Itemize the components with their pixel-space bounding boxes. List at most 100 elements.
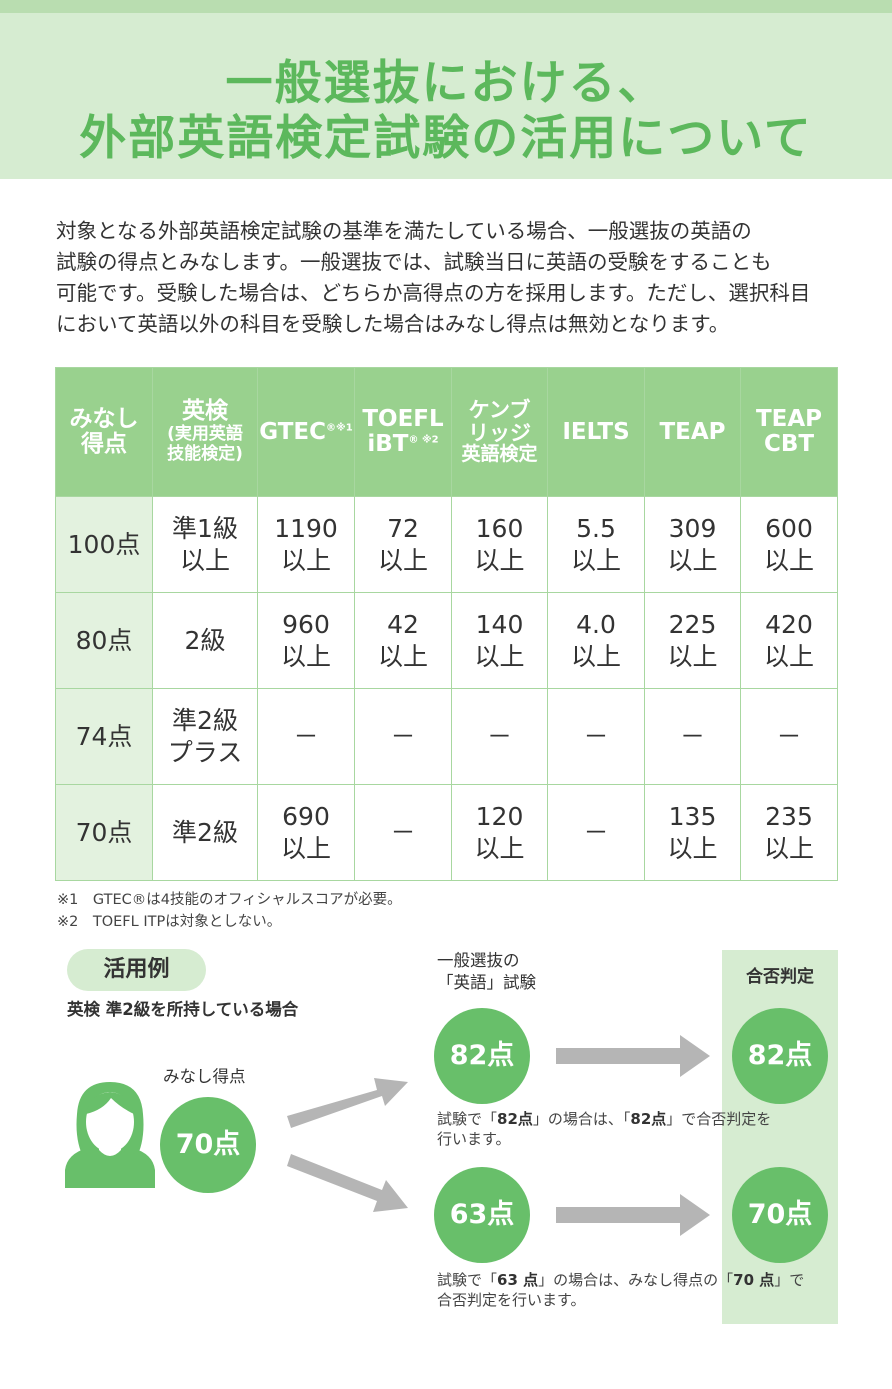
cell-text: 準2級 bbox=[172, 817, 238, 847]
cell-text: － bbox=[390, 721, 416, 751]
example-badge: 活用例 bbox=[67, 949, 206, 991]
score-cell: 70点 bbox=[55, 784, 153, 881]
cell-text: 5.5 bbox=[576, 514, 616, 544]
intro-line: 試験の得点とみなします。一般選抜では、試験当日に英語の受験をすることも bbox=[56, 250, 772, 274]
cell-text: 以上 bbox=[667, 641, 718, 671]
cell-text: 以上 bbox=[763, 833, 814, 863]
teap-cell: － bbox=[644, 688, 741, 785]
cell-text: 42 bbox=[387, 610, 419, 640]
cambridge-cell: － bbox=[451, 688, 548, 785]
header-ielts: IELTS bbox=[547, 367, 645, 497]
cell-text: 4.0 bbox=[576, 610, 616, 640]
exam-score-circle-2: 63点 bbox=[434, 1167, 530, 1263]
table-row: 100点 準1級 以上 1190 以上 72 以上 160 以上 5.5 以上 309 以上 600 以上 bbox=[55, 496, 838, 593]
footnote-2: ※2 TOEFL ITPは対象としない。 bbox=[57, 914, 282, 930]
cell-text: 160 bbox=[475, 514, 524, 544]
cell-text: 309 bbox=[668, 514, 717, 544]
gtec-cell: － bbox=[257, 688, 355, 785]
cell-text: 225 bbox=[668, 610, 717, 640]
cell-text: 120 bbox=[475, 802, 524, 832]
cambridge-cell: 160 以上 bbox=[451, 496, 548, 593]
cell-text: － bbox=[679, 721, 705, 751]
teap-cell: 135 以上 bbox=[644, 784, 741, 881]
cell-text: 135 bbox=[668, 802, 717, 832]
cell-text: 以上 bbox=[474, 641, 525, 671]
judgement-label: 合否判定 bbox=[746, 967, 814, 987]
score-cell: 80点 bbox=[55, 592, 153, 689]
cell-text: 72 bbox=[387, 514, 419, 544]
cell-text: 準1級 bbox=[172, 514, 238, 544]
header-score: みなし 得点 bbox=[55, 367, 153, 497]
gtec-cell: 960 以上 bbox=[257, 592, 355, 689]
exam-score-circle-1: 82点 bbox=[434, 1008, 530, 1104]
cell-text: － bbox=[583, 721, 609, 751]
header-gtec: GTEC®※1 bbox=[257, 367, 355, 497]
case1-caption: 試験で「82点」の場合は、「82点」で合否判定を 行います。 bbox=[437, 1110, 772, 1148]
exam-label: 一般選抜の 「英語」試験 bbox=[437, 951, 536, 992]
cell-text: 600 bbox=[765, 514, 813, 544]
cell-text: 140 bbox=[475, 610, 524, 640]
header-teap-cbt: TEAP CBT bbox=[740, 367, 838, 497]
cell-text: － bbox=[293, 721, 319, 751]
ielts-cell: 4.0 以上 bbox=[547, 592, 645, 689]
cell-text: － bbox=[486, 721, 512, 751]
cell-text: － bbox=[583, 817, 609, 847]
arrow-to-63 bbox=[287, 1154, 408, 1212]
teapcbt-cell: － bbox=[740, 688, 838, 785]
cell-text: 以上 bbox=[377, 641, 428, 671]
arrow-63-to-result bbox=[556, 1194, 710, 1236]
table-row: 70点 準2級 690 以上－ 120 以上－ 135 以上 235 以上 bbox=[55, 784, 838, 881]
footnote-1: ※1 GTEC®は4技能のオフィシャルスコアが必要。 bbox=[57, 892, 402, 908]
cell-text: 1190 bbox=[274, 514, 338, 544]
cambridge-cell: 120 以上 bbox=[451, 784, 548, 881]
cell-text: 以上 bbox=[763, 641, 814, 671]
arrow-to-82 bbox=[287, 1078, 408, 1128]
eiken-cell: 2級 bbox=[152, 592, 258, 689]
deemed-score-label: みなし得点 bbox=[163, 1067, 246, 1086]
table-row: 80点 2級 960 以上 42 以上 140 以上 4.0 以上 225 以上 420 以上 bbox=[55, 592, 838, 689]
cell-text: 以上 bbox=[280, 545, 331, 575]
gtec-cell: 1190 以上 bbox=[257, 496, 355, 593]
cell-text: 960 bbox=[282, 610, 330, 640]
eiken-cell: 準2級 bbox=[152, 784, 258, 881]
page-title-line2: 外部英語検定試験の活用について bbox=[79, 111, 813, 166]
cell-text: 235 bbox=[765, 802, 813, 832]
toefl-cell: 42 以上 bbox=[354, 592, 452, 689]
table-header-row: みなし 得点 英検 (実用英語 技能検定) GTEC®※1 TOEFL iBT®… bbox=[55, 367, 838, 497]
header-toefl: TOEFL iBT® ※2 bbox=[354, 367, 452, 497]
cell-text: 420 bbox=[765, 610, 813, 640]
arrow-82-to-result bbox=[556, 1035, 710, 1077]
cell-text: 以上 bbox=[763, 545, 814, 575]
header-cambridge: ケンブ リッジ 英語検定 bbox=[451, 367, 548, 497]
toefl-cell: － bbox=[354, 784, 452, 881]
case2-caption: 試験で「63 点」の場合は、みなし得点の「70 点」で 合否判定を行います。 bbox=[437, 1271, 805, 1309]
top-rule bbox=[0, 0, 892, 13]
cell-text: － bbox=[776, 721, 802, 751]
cell-text: － bbox=[390, 817, 416, 847]
example-description: 英検 準2級を所持している場合 bbox=[67, 1000, 299, 1019]
eiken-cell: 準2級 プラス bbox=[152, 688, 258, 785]
eiken-cell: 準1級 以上 bbox=[152, 496, 258, 593]
score-conversion-table: みなし 得点 英検 (実用英語 技能検定) GTEC®※1 TOEFL iBT®… bbox=[55, 367, 838, 881]
cell-text: 以上 bbox=[280, 833, 331, 863]
intro-paragraph: 対象となる外部英語検定試験の基準を満たしている場合、一般選抜の英語の 試験の得点… bbox=[56, 216, 846, 340]
cell-text: 2級 bbox=[184, 625, 226, 655]
toefl-cell: － bbox=[354, 688, 452, 785]
teapcbt-cell: 600 以上 bbox=[740, 496, 838, 593]
ielts-cell: － bbox=[547, 688, 645, 785]
person-icon bbox=[65, 1082, 155, 1188]
ielts-cell: － bbox=[547, 784, 645, 881]
cell-text: 以上 bbox=[667, 833, 718, 863]
cell-text: 以上 bbox=[179, 545, 230, 575]
cell-text: 以上 bbox=[474, 833, 525, 863]
score-cell: 100点 bbox=[55, 496, 153, 593]
toefl-cell: 72 以上 bbox=[354, 496, 452, 593]
score-cell: 74点 bbox=[55, 688, 153, 785]
teap-cell: 225 以上 bbox=[644, 592, 741, 689]
deemed-score-circle: 70点 bbox=[160, 1097, 256, 1193]
ielts-cell: 5.5 以上 bbox=[547, 496, 645, 593]
teap-cell: 309 以上 bbox=[644, 496, 741, 593]
intro-line: において英語以外の科目を受験した場合はみなし得点は無効となります。 bbox=[56, 312, 730, 336]
cell-text: 以上 bbox=[474, 545, 525, 575]
table-row: 74点 準2級 プラス － － － － － － bbox=[55, 688, 838, 785]
